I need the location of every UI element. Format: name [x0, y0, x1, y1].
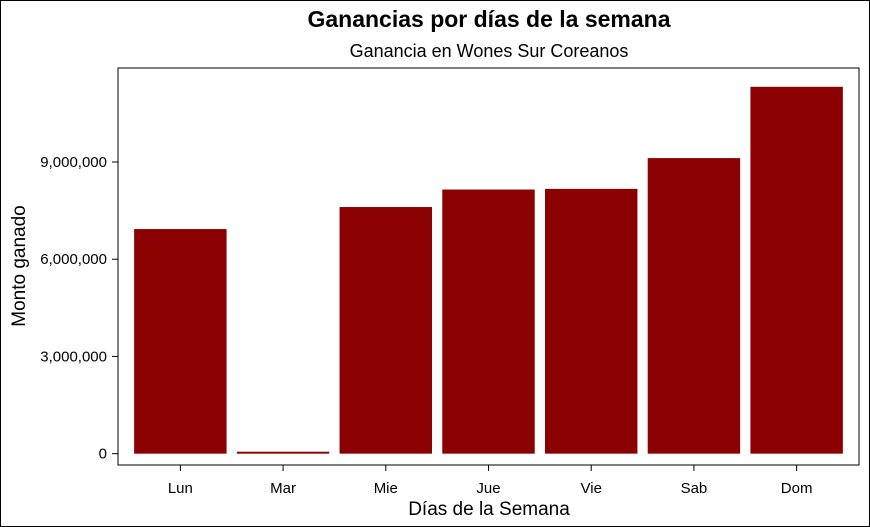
chart-subtitle: Ganancia en Wones Sur Coreanos [350, 41, 629, 61]
bar-jue [442, 189, 535, 454]
x-tick-label: Mie [374, 480, 398, 497]
y-tick-label: 9,000,000 [40, 154, 107, 171]
bar-lun [134, 229, 227, 454]
bar-dom [750, 86, 843, 454]
x-tick-label: Mar [270, 480, 296, 497]
x-tick-label: Sab [681, 480, 708, 497]
bar-sab [647, 158, 741, 454]
x-tick-label: Dom [781, 480, 813, 497]
chart-title: Ganancias por días de la semana [307, 6, 670, 32]
x-tick-label: Jue [476, 480, 500, 497]
y-axis: 0 3,000,000 6,000,000 9,000,000 [40, 154, 118, 463]
y-axis-title: Monto ganado [9, 205, 30, 327]
bars-group [134, 86, 843, 454]
bar-vie [544, 188, 638, 454]
x-axis: Lun Mar Mie Jue Vie Sab Dom [168, 465, 813, 497]
x-tick-label: Lun [168, 480, 193, 497]
x-tick-label: Vie [581, 480, 602, 497]
x-axis-title: Días de la Semana [408, 499, 570, 520]
y-tick-label: 3,000,000 [40, 348, 107, 365]
y-tick-label: 0 [99, 446, 107, 463]
y-tick-label: 6,000,000 [40, 251, 107, 268]
bar-mie [339, 207, 433, 454]
bar-mar [236, 451, 330, 454]
